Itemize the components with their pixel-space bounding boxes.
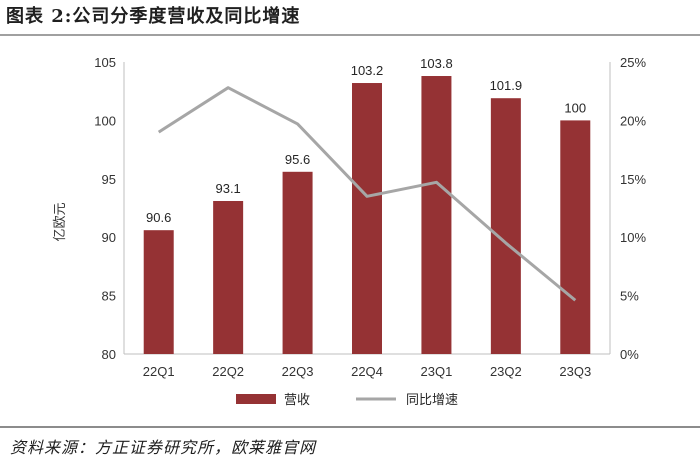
data-label-23Q2: 101.9 xyxy=(490,78,523,93)
growth-line-series xyxy=(157,86,577,302)
right-axis-ticks: 0% 5% 10% 15% 20% 25% xyxy=(620,55,646,362)
left-tick-label: 100 xyxy=(94,113,116,128)
data-label-22Q2: 93.1 xyxy=(215,181,240,196)
bar-23Q3 xyxy=(560,120,591,355)
left-tick-label: 95 xyxy=(102,172,116,187)
data-label-22Q3: 95.6 xyxy=(285,152,310,167)
x-tick-label: 22Q4 xyxy=(351,364,383,379)
data-label-23Q3: 100 xyxy=(564,100,586,115)
footer-divider xyxy=(0,426,700,428)
bar-23Q2 xyxy=(490,98,521,354)
bar-series xyxy=(143,76,591,355)
bar-22Q4 xyxy=(352,83,382,355)
data-label-23Q1: 103.8 xyxy=(420,56,453,71)
source-note: 资料来源：方正证券研究所，欧莱雅官网 xyxy=(10,438,317,457)
bar-22Q3 xyxy=(282,171,313,354)
data-label-22Q1: 90.6 xyxy=(146,210,171,225)
bar-22Q2 xyxy=(213,200,244,354)
right-tick-label: 20% xyxy=(620,113,646,128)
right-tick-label: 25% xyxy=(620,55,646,70)
x-tick-label: 23Q1 xyxy=(421,364,453,379)
bar-22Q1 xyxy=(143,230,174,354)
right-tick-label: 5% xyxy=(620,289,639,304)
legend-swatch-revenue xyxy=(236,394,276,404)
left-tick-label: 85 xyxy=(102,289,116,304)
right-tick-label: 0% xyxy=(620,347,639,362)
data-label-22Q4: 103.2 xyxy=(351,63,384,78)
left-tick-label: 90 xyxy=(102,230,116,245)
left-axis-ticks: 80 85 90 95 100 105 xyxy=(94,55,116,362)
x-axis-ticks: 22Q1 22Q2 22Q3 22Q4 23Q1 23Q2 23Q3 xyxy=(143,364,591,379)
bar-data-labels: 90.6 93.1 95.6 103.2 103.8 101.9 100 xyxy=(146,56,586,225)
y-axis-label: 亿欧元 xyxy=(53,202,68,241)
legend: 营收 同比增速 xyxy=(236,393,458,408)
right-tick-label: 10% xyxy=(620,230,646,245)
right-tick-label: 15% xyxy=(620,172,646,187)
bar-23Q1 xyxy=(421,76,452,355)
revenue-growth-chart: 80 85 90 95 100 105 0% 5% 10% 15% 20% 25% 22Q1 22Q2… xyxy=(53,55,646,408)
left-tick-label: 105 xyxy=(94,55,116,70)
title-divider xyxy=(0,34,700,36)
x-tick-label: 22Q2 xyxy=(212,364,244,379)
x-tick-label: 22Q1 xyxy=(143,364,175,379)
x-tick-label: 23Q2 xyxy=(490,364,522,379)
x-tick-label: 22Q3 xyxy=(282,364,314,379)
chart-title: 图表 2:公司分季度营收及同比增速 xyxy=(6,6,301,27)
legend-label-growth: 同比增速 xyxy=(406,393,458,408)
left-tick-label: 80 xyxy=(102,347,116,362)
legend-label-revenue: 营收 xyxy=(284,393,310,408)
x-tick-label: 23Q3 xyxy=(559,364,591,379)
